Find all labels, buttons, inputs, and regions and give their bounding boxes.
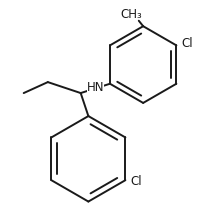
Text: Cl: Cl: [131, 175, 143, 188]
Text: CH₃: CH₃: [120, 8, 142, 21]
Text: Cl: Cl: [182, 37, 193, 50]
Text: HN: HN: [87, 81, 104, 94]
